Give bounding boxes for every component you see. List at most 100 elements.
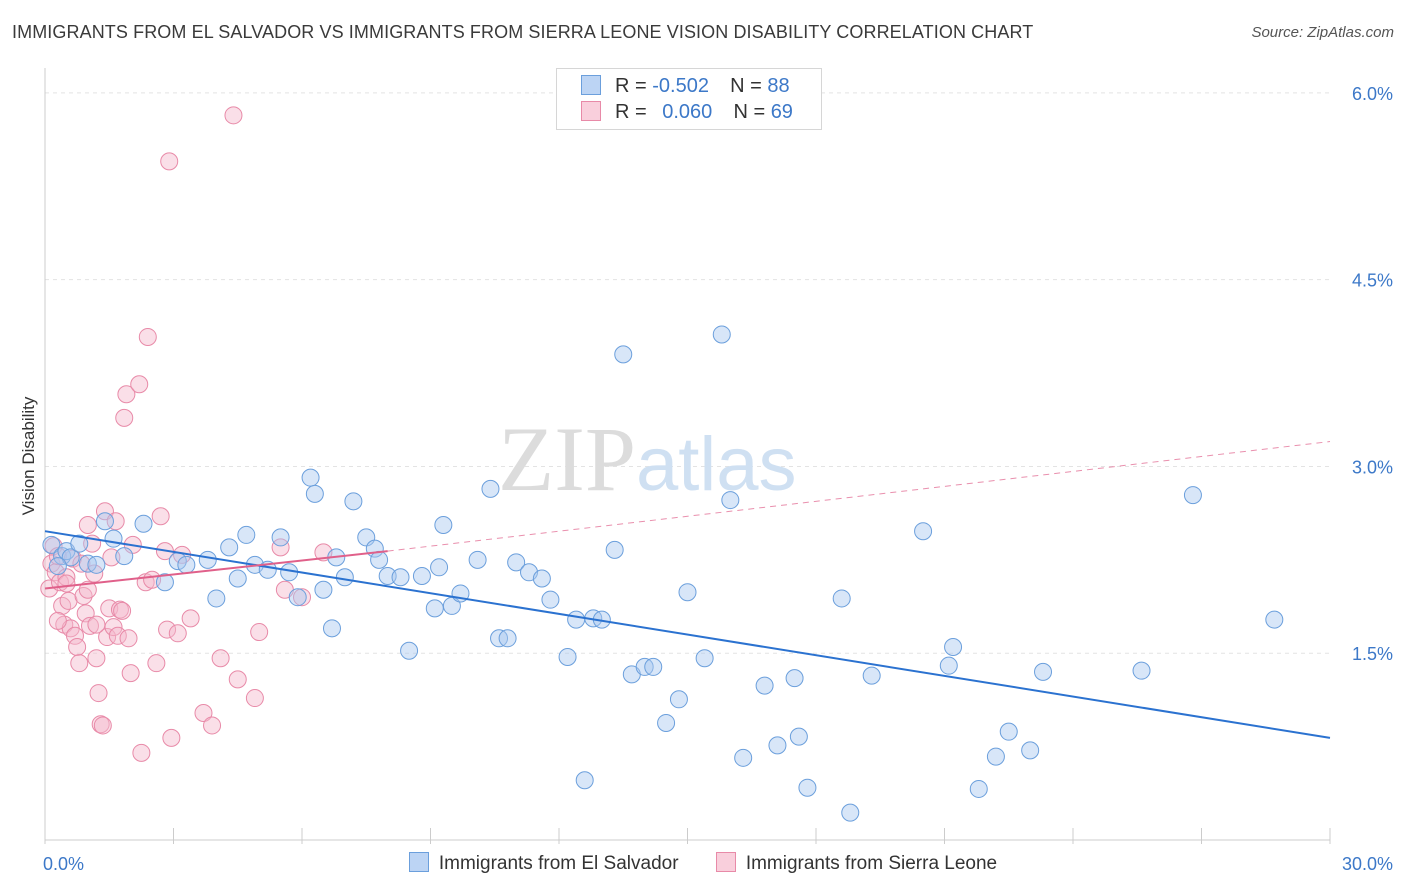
data-point-el-salvador [468,550,487,569]
data-point-sierra-leone [162,728,181,747]
watermark-zip: ZIP [498,408,636,510]
data-point-el-salvador [430,558,449,577]
series-legend-el-salvador: Immigrants from El Salvador [408,852,679,875]
data-point-el-salvador [798,778,817,797]
data-point-el-salvador [115,547,134,566]
watermark: ZIP atlas [498,408,797,510]
series-legend-sierra-leone: Immigrants from Sierra Leone [715,852,997,875]
data-point-sierra-leone [80,616,99,635]
data-point-el-salvador [605,540,624,559]
data-point-sierra-leone [78,515,97,534]
data-point-el-salvador [228,569,247,588]
data-point-el-salvador [669,690,688,709]
y-tick-label: 4.5% [1352,271,1393,291]
data-point-sierra-leone [65,626,84,645]
data-point-el-salvador [541,590,560,609]
y-tick-label: 6.0% [1352,84,1393,104]
legend-swatch-pink [715,852,736,872]
data-point-el-salvador [789,727,808,746]
data-point-sierra-leone [168,624,187,643]
data-point-el-salvador [1021,741,1040,760]
data-point-el-salvador [344,492,363,511]
data-point-el-salvador [412,567,431,586]
data-point-el-salvador [70,534,89,553]
data-point-sierra-leone [181,609,200,628]
data-point-sierra-leone [245,689,264,708]
data-point-el-salvador [177,555,196,574]
data-point-sierra-leone [203,716,222,735]
data-point-el-salvador [969,779,988,798]
data-point-sierra-leone [87,649,106,668]
data-point-sierra-leone [108,626,127,645]
data-point-el-salvador [48,557,67,576]
data-point-el-salvador [768,736,787,755]
data-point-el-salvador [832,589,851,608]
data-point-sierra-leone [87,615,106,634]
data-point-el-salvador [370,550,389,569]
legend-n-value: 88 [767,75,790,97]
data-point-sierra-leone [211,649,230,668]
y-tick-label: 3.0% [1352,457,1393,477]
legend-r-label: R = [615,75,647,97]
data-point-sierra-leone [72,554,91,573]
legend-n-label: N = [733,101,766,123]
data-point-el-salvador [695,649,714,668]
data-point-sierra-leone [102,548,121,567]
data-point-el-salvador [532,569,551,588]
data-point-el-salvador [999,722,1018,741]
data-point-el-salvador [785,669,804,688]
data-point-el-salvador [1034,662,1053,681]
data-point-sierra-leone [119,629,138,648]
y-axis-label: Vision Disability [19,396,38,515]
correlation-legend: R = -0.502 N = 88 R = 0.060 N = 69 [556,68,822,130]
y-tick-label: 1.5% [1352,644,1393,664]
chart-title: IMMIGRANTS FROM EL SALVADOR VS IMMIGRANT… [12,22,1034,42]
data-point-sierra-leone [48,547,67,566]
data-point-el-salvador [301,468,320,487]
watermark-atlas: atlas [636,422,797,507]
data-point-sierra-leone [138,327,157,346]
data-point-el-salvador [567,610,586,629]
data-point-el-salvador [614,345,633,364]
data-point-el-salvador [391,568,410,587]
data-point-el-salvador [305,484,324,503]
trend-line-sierra-leone-extension [387,441,1331,552]
series-el-salvador-points [42,325,1284,822]
legend-r-value: -0.502 [652,75,709,97]
series-legend: Immigrants from El Salvador Immigrants f… [0,852,1406,875]
data-point-sierra-leone [93,716,112,735]
legend-row-sierra-leone: R = 0.060 N = 69 [581,101,793,125]
data-point-sierra-leone [121,664,140,683]
legend-r-value: 0.060 [662,101,713,123]
data-point-el-salvador [1265,610,1284,629]
data-point-sierra-leone [68,638,87,656]
data-point-sierra-leone [194,703,213,722]
tick-labels: 1.5% 3.0% 4.5% 6.0% 0.0% 30.0% [43,84,1393,874]
data-point-el-salvador [507,553,526,572]
data-point-el-salvador [61,548,80,567]
data-point-sierra-leone [115,408,134,427]
legend-swatch-blue [408,852,429,872]
data-point-el-salvador [1183,486,1202,505]
x-tick-label: 0.0% [43,854,84,874]
data-point-sierra-leone [151,507,170,526]
data-point-sierra-leone [48,611,67,630]
data-point-el-salvador [862,666,881,685]
data-point-el-salvador [425,599,444,618]
data-point-el-salvador [400,641,419,660]
data-point-el-salvador [104,529,123,548]
data-point-sierra-leone [250,623,269,642]
axes [44,68,1331,844]
legend-swatch-pink [581,101,601,121]
legend-swatch-blue [581,75,601,95]
data-point-el-salvador [644,657,663,676]
data-point-el-salvador [755,676,774,695]
data-point-sierra-leone [78,580,97,599]
data-point-sierra-leone [293,588,311,607]
data-point-sierra-leone [160,152,179,171]
legend-r-label: R = [615,101,647,123]
data-point-el-salvador [220,538,239,557]
data-point-el-salvador [288,588,307,607]
data-point-el-salvador [322,619,341,638]
data-point-el-salvador [657,713,676,732]
